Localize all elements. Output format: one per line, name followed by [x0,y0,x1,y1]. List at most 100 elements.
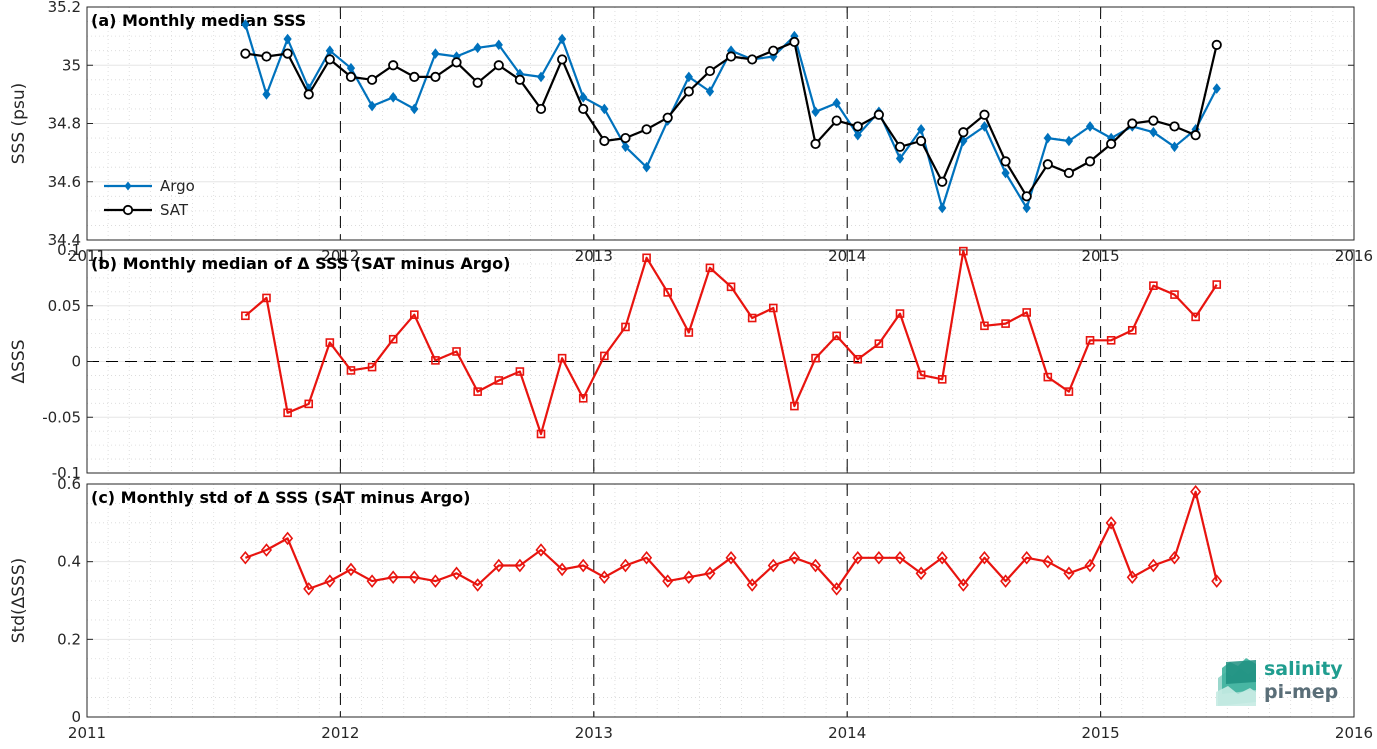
data-point [894,551,906,565]
data-point [916,135,927,147]
data-point [535,543,547,557]
data-point [936,551,948,565]
data-point [619,558,632,573]
data-point [1000,574,1012,588]
data-point [979,109,990,120]
data-point [260,543,273,557]
y-tick-label: 0.1 [57,241,81,259]
data-point [832,97,841,109]
data-point [598,570,610,584]
data-point [938,202,947,214]
data-point [557,353,567,363]
data-point [662,574,674,588]
data-point [1212,280,1222,289]
data-point [1127,118,1138,129]
data-point [577,558,589,573]
data-point [388,60,399,71]
data-point [345,71,357,83]
data-point [1148,115,1159,126]
data-point [788,551,800,565]
data-point [241,311,250,321]
data-point [472,77,483,88]
data-point [410,103,419,115]
data-point [1001,167,1010,179]
logo-line-2: pi-mep [1264,681,1338,703]
data-point [557,54,568,65]
data-point [810,138,821,149]
series-line [244,250,1218,436]
data-point [980,321,989,331]
legend: Argo SAT [104,177,195,219]
data-point [641,551,653,565]
legend-label: Argo [160,177,195,195]
data-point [1211,574,1223,588]
data-point [853,354,863,364]
x-tick-label: 2015 [1082,724,1120,742]
data-point [536,429,546,439]
data-point [410,310,419,319]
data-point [1170,141,1179,153]
data-point [916,370,926,380]
data-point [262,89,271,100]
data-point [937,375,947,384]
data-point [367,362,377,372]
data-point [790,401,799,411]
data-point [895,309,905,318]
data-point [873,551,885,565]
data-point [493,60,504,71]
data-point [1212,83,1221,94]
data-point [1106,336,1116,345]
data-point [1126,570,1138,584]
data-point [1000,156,1011,167]
data-point [642,253,651,263]
data-point [303,89,314,100]
data-point [873,109,884,120]
data-point [704,65,716,77]
x-tick-label: 2013 [575,724,613,742]
data-point [556,562,568,577]
data-point [262,293,271,303]
y-axis-label: Std(ΔSSS) [9,558,29,644]
data-point [663,288,673,297]
data-point [389,91,398,103]
data-point [959,246,968,256]
series-b [241,246,1222,439]
data-point [811,353,820,363]
legend-marker [122,204,134,216]
data-point [514,74,525,85]
data-point [1043,372,1053,382]
x-tick-label: 2016 [1335,724,1373,742]
panel-title: (a) Monthly median SSS [91,11,306,30]
data-point [431,48,440,59]
data-point [1149,126,1158,138]
data-point [1064,135,1074,147]
data-point [515,367,525,376]
data-point [915,566,927,581]
data-point [366,74,378,85]
data-point [1147,558,1159,573]
panel-title: (b) Monthly median of Δ SSS (SAT minus A… [91,254,510,273]
data-point [1021,551,1033,565]
data-point [261,51,272,62]
data-point [366,574,378,588]
data-point [1001,319,1010,328]
data-point [1168,551,1181,565]
data-point [1022,308,1031,317]
y-tick-label: 0.05 [48,297,81,315]
data-point [409,71,420,83]
data-point [346,366,356,375]
data-point [767,558,779,573]
data-point [535,103,547,115]
data-point [852,121,863,132]
legend-label: SAT [160,201,189,219]
data-point [620,132,631,144]
logo-line-1: salinity [1264,658,1343,680]
data-point [1085,121,1095,132]
data-point [683,570,695,584]
data-point [1169,121,1180,132]
data-point [747,54,758,65]
data-point [1084,558,1096,573]
x-tick-label: 2011 [68,724,106,742]
